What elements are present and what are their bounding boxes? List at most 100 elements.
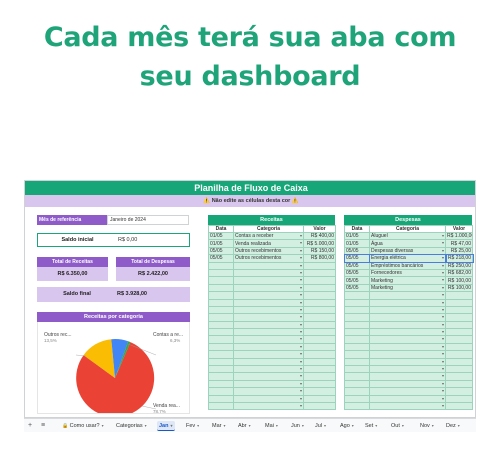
sheet-tab[interactable]: Out ▾: [389, 421, 406, 431]
chevron-down-icon[interactable]: ▾: [248, 423, 251, 428]
despesas-cell-date[interactable]: [344, 401, 370, 411]
despesas-cell-category[interactable]: Aluguel ▾: [369, 231, 446, 241]
despesas-cell-value[interactable]: [445, 298, 473, 307]
receitas-cell-value[interactable]: R$ 5.000,00: [303, 239, 336, 248]
chevron-down-icon[interactable]: ▾: [401, 423, 404, 428]
despesas-cell-date[interactable]: [344, 372, 370, 381]
receitas-cell-value[interactable]: [303, 283, 336, 293]
despesas-cell-value[interactable]: R$ 47,00: [445, 239, 473, 248]
dropdown-arrow-icon[interactable]: ▾: [441, 277, 444, 283]
despesas-cell-value[interactable]: [445, 342, 473, 352]
chevron-down-icon[interactable]: ▾: [375, 423, 378, 428]
sheet-tab[interactable]: Fev ▾: [184, 421, 201, 431]
receitas-cell-date[interactable]: [208, 276, 234, 285]
receitas-cell-date[interactable]: [208, 401, 234, 411]
receitas-cell-category[interactable]: Outros recebimentos ▾: [233, 254, 304, 263]
receitas-cell-date[interactable]: [208, 313, 234, 322]
dropdown-arrow-icon[interactable]: ▾: [441, 269, 444, 275]
dropdown-arrow-icon[interactable]: ▾: [441, 388, 444, 394]
receitas-cell-value[interactable]: [303, 379, 336, 389]
receitas-cell-date[interactable]: 01/05: [208, 239, 234, 248]
dropdown-arrow-icon[interactable]: ▾: [299, 233, 302, 238]
sheet-tab[interactable]: Jun ▾: [289, 421, 306, 431]
dropdown-arrow-icon[interactable]: ▾: [441, 358, 444, 364]
despesas-cell-date[interactable]: [344, 365, 370, 374]
despesas-cell-category[interactable]: Despesas diversas ▾: [369, 246, 446, 256]
despesas-cell-value[interactable]: [445, 372, 473, 381]
dropdown-arrow-icon[interactable]: ▾: [299, 306, 302, 312]
dropdown-arrow-icon[interactable]: ▾: [441, 306, 444, 312]
chevron-down-icon[interactable]: ▾: [170, 423, 173, 428]
dropdown-arrow-icon[interactable]: ▾: [441, 395, 444, 401]
receitas-cell-value[interactable]: [303, 372, 336, 381]
receitas-cell-value[interactable]: R$ 150,00: [303, 246, 336, 256]
despesas-cell-category[interactable]: Marketing ▾: [369, 276, 446, 285]
despesas-cell-category[interactable]: ▾: [369, 328, 446, 337]
receitas-cell-value[interactable]: [303, 357, 336, 367]
dropdown-arrow-icon[interactable]: ▾: [299, 343, 302, 349]
dropdown-arrow-icon[interactable]: ▾: [441, 336, 444, 342]
add-sheet-icon[interactable]: +: [28, 422, 33, 429]
receitas-cell-category[interactable]: ▾: [233, 305, 304, 315]
sheet-tab[interactable]: 🔒 Como usar? ▾: [60, 421, 106, 431]
despesas-cell-category[interactable]: ▾: [369, 305, 446, 315]
chevron-down-icon[interactable]: ▾: [144, 423, 147, 428]
dropdown-arrow-icon[interactable]: ▾: [299, 321, 302, 327]
despesas-cell-date[interactable]: [344, 305, 370, 315]
saldo-inicial-cell[interactable]: R$ 0,00: [118, 237, 138, 243]
receitas-cell-category[interactable]: ▾: [233, 365, 304, 374]
dropdown-arrow-icon[interactable]: ▾: [299, 255, 302, 261]
receitas-cell-date[interactable]: [208, 335, 234, 344]
despesas-cell-value[interactable]: R$ 100,00: [445, 283, 473, 293]
despesas-cell-category[interactable]: ▾: [369, 394, 446, 404]
receitas-cell-date[interactable]: [208, 357, 234, 367]
despesas-cell-value[interactable]: [445, 335, 473, 344]
reference-month-cell[interactable]: Janeiro de 2024: [107, 215, 189, 225]
receitas-cell-value[interactable]: R$ 800,00: [303, 254, 336, 263]
receitas-cell-value[interactable]: [303, 291, 336, 300]
receitas-cell-category[interactable]: Outros recebimentos ▾: [233, 246, 304, 256]
dropdown-arrow-icon[interactable]: ▾: [299, 373, 302, 379]
despesas-cell-category[interactable]: ▾: [369, 335, 446, 344]
despesas-cell-date[interactable]: 01/05: [344, 239, 370, 248]
sheet-tab[interactable]: Mar ▾: [210, 421, 228, 431]
dropdown-arrow-icon[interactable]: ▾: [299, 351, 302, 357]
dropdown-arrow-icon[interactable]: ▾: [299, 299, 302, 305]
despesas-cell-value[interactable]: [445, 394, 473, 404]
despesas-cell-category[interactable]: ▾: [369, 350, 446, 359]
receitas-cell-category[interactable]: ▾: [233, 401, 304, 411]
dropdown-arrow-icon[interactable]: ▾: [441, 343, 444, 349]
dropdown-arrow-icon[interactable]: ▾: [441, 351, 444, 357]
despesas-cell-value[interactable]: [445, 365, 473, 374]
despesas-cell-date[interactable]: [344, 335, 370, 344]
sheet-tab[interactable]: Ago ▾: [338, 421, 356, 431]
dropdown-arrow-icon[interactable]: ▾: [441, 373, 444, 379]
receitas-cell-date[interactable]: [208, 394, 234, 404]
receitas-cell-value[interactable]: [303, 350, 336, 359]
receitas-cell-value[interactable]: [303, 401, 336, 411]
receitas-cell-value[interactable]: [303, 328, 336, 337]
receitas-cell-category[interactable]: ▾: [233, 357, 304, 367]
despesas-cell-date[interactable]: 05/05: [344, 246, 370, 256]
despesas-cell-value[interactable]: R$ 218,00: [444, 253, 474, 264]
dropdown-arrow-icon[interactable]: ▾: [299, 358, 302, 364]
despesas-cell-category[interactable]: Água ▾: [369, 239, 446, 248]
receitas-cell-category[interactable]: ▾: [233, 387, 304, 396]
despesas-cell-category[interactable]: ▾: [369, 357, 446, 367]
despesas-cell-value[interactable]: [445, 313, 473, 322]
dropdown-arrow-icon[interactable]: ▾: [441, 299, 444, 305]
despesas-cell-category[interactable]: ▾: [369, 387, 446, 396]
chevron-down-icon[interactable]: ▾: [275, 423, 278, 428]
receitas-cell-date[interactable]: [208, 365, 234, 374]
dropdown-arrow-icon[interactable]: ▾: [299, 366, 302, 372]
receitas-cell-category[interactable]: ▾: [233, 320, 304, 330]
despesas-cell-date[interactable]: [344, 320, 370, 330]
dropdown-arrow-icon[interactable]: ▾: [441, 255, 444, 261]
sheet-tab[interactable]: Mai ▾: [263, 421, 280, 431]
despesas-cell-date[interactable]: [344, 313, 370, 322]
pie-chart[interactable]: Outros rec... 13,5% Contas a re... 6,3% …: [37, 322, 190, 414]
receitas-cell-category[interactable]: ▾: [233, 283, 304, 293]
chevron-down-icon[interactable]: ▾: [223, 423, 226, 428]
despesas-cell-category[interactable]: Marketing ▾: [369, 283, 446, 293]
despesas-cell-value[interactable]: [445, 350, 473, 359]
